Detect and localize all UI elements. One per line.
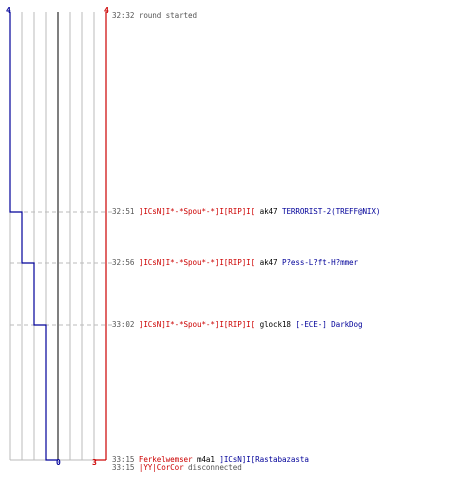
log-segment: disconnected [183,463,242,472]
log-segment: ak47 [255,207,282,216]
log-timestamp: 32:56 [112,258,139,267]
log-entry: 33:15 Ferkelwemser m4a1 ]ICsN]I[Rastabaz… [112,455,309,465]
log-segment: ak47 [255,258,282,267]
team-blue-step-line [9,12,58,461]
log-segment: TERRORIST-2(TREFF@NIX) [281,207,381,216]
log-segment: ]ICsN]I*-*Spou*-*]I[RIP]I[ [138,320,256,329]
log-entry: 33:15 |YY|CorCor disconnected [112,463,242,473]
log-entry: 32:32 round started [112,11,197,21]
team-blue-score-top: 4 [6,6,11,15]
log-segment: Ferkelwemser [138,455,193,464]
log-entry: 32:56 ]ICsN]I*-*Spou*-*]I[RIP]I[ ak47 P?… [112,258,358,268]
log-segment: P?ess-L?ft-H?mmer [281,258,358,267]
log-timestamp: 33:02 [112,320,139,329]
log-segment: ]ICsN]I*-*Spou*-*]I[RIP]I[ [138,207,256,216]
log-segment: m4a1 [192,455,220,464]
log-entry: 32:51 ]ICsN]I*-*Spou*-*]I[RIP]I[ ak47 TE… [112,207,380,217]
team-blue-score-bottom: 0 [56,458,61,467]
log-timestamp: 32:32 [112,11,139,20]
log-segment: ]ICsN]I*-*Spou*-*]I[RIP]I[ [138,258,256,267]
log-segment: glock18 [255,320,296,329]
log-segment: ]ICsN]I[Rastabazasta [219,455,309,464]
team-red-score-top: 4 [104,6,109,15]
log-timestamp: 32:51 [112,207,139,216]
log-timestamp: 33:15 [112,463,139,472]
log-segment: [-ECE-] DarkDog [295,320,363,329]
log-timestamp: 33:15 [112,455,139,464]
team-red-score-bottom: 3 [92,458,97,467]
log-segment: |YY|CorCor [138,463,184,472]
round-timeline-chart [9,12,112,461]
log-segment: round started [138,11,197,20]
log-entry: 33:02 ]ICsN]I*-*Spou*-*]I[RIP]I[ glock18… [112,320,363,330]
